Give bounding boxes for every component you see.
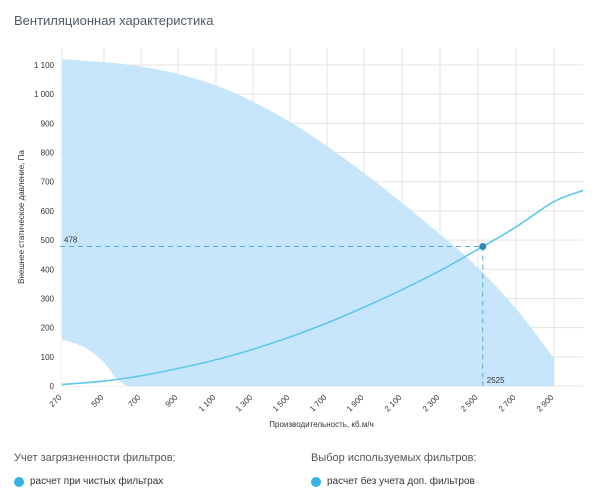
legend-left-option[interactable]: расчет при чистых фильтрах [14, 476, 176, 487]
system-curve-line [61, 189, 584, 386]
y-tick-label: 700 [41, 178, 55, 187]
operating-point-guides [60, 246, 484, 386]
x-tick-label: 700 [127, 393, 143, 409]
y-tick-label: 1 100 [34, 61, 55, 70]
x-tick-label: 2 900 [535, 393, 556, 414]
x-tick-label: 2 500 [459, 393, 480, 414]
legend-right-option-label: расчет без учета доп. фильтров [327, 476, 475, 487]
x-axis-ticks: 270 500 700 900 1 100 1 300 1 500 1 700 1 900 2 1… [48, 393, 556, 414]
y-axis-label: Внешнее статическое давление, Па [17, 150, 26, 284]
y-tick-label: 900 [41, 119, 55, 128]
x-tick-label: 1 900 [345, 393, 366, 414]
x-tick-label: 2 300 [421, 393, 442, 414]
operating-point[interactable] [479, 243, 487, 251]
x-tick-label: 900 [164, 393, 180, 409]
y-tick-label: 500 [41, 236, 55, 245]
y-axis-ticks: 0 100 200 300 400 500 600 700 800 900 1 000 1 100 [34, 61, 55, 391]
legend-left-title: Учет загрязненности фильтров: [14, 452, 176, 464]
chart-title: Вентиляционная характеристика [14, 13, 214, 28]
x-tick-label: 2 700 [497, 393, 518, 414]
x-tick-label: 270 [48, 393, 64, 409]
x-tick-label: 1 700 [308, 393, 329, 414]
y-tick-label: 1 000 [34, 90, 55, 99]
legend-left-option-label: расчет при чистых фильтрах [30, 476, 164, 487]
y-tick-label: 100 [41, 353, 55, 362]
y-tick-label: 200 [41, 324, 55, 333]
filter-contamination-legend: Учет загрязненности фильтров: расчет при… [14, 452, 176, 487]
x-tick-label: 1 500 [271, 393, 292, 414]
y-tick-label: 0 [50, 382, 55, 391]
operating-area [62, 59, 554, 386]
radio-dot-icon[interactable] [311, 476, 321, 487]
y-tick-label: 800 [41, 149, 55, 158]
y-tick-label: 300 [41, 294, 55, 303]
y-tick-label: 600 [41, 207, 55, 216]
legend-right-option[interactable]: расчет без учета доп. фильтров [311, 476, 477, 487]
x-tick-label: 1 100 [197, 393, 218, 414]
x-tick-label: 2 100 [383, 393, 404, 414]
x-axis-label: Производительность, кб.м/ч [269, 420, 373, 429]
radio-dot-icon[interactable] [14, 476, 24, 487]
filter-selection-legend: Выбор используемых фильтров: расчет без … [311, 452, 477, 487]
ventilation-chart: 478 2525 0 100 200 300 400 500 600 700 800 900 1 0… [17, 48, 584, 429]
x-tick-label: 1 300 [234, 393, 255, 414]
legend-right-title: Выбор используемых фильтров: [311, 452, 477, 464]
y-tick-label: 400 [41, 265, 55, 274]
operating-point-y-label: 478 [64, 236, 78, 245]
operating-area-cutout [62, 339, 127, 386]
x-tick-label: 500 [90, 393, 106, 409]
operating-point-x-label: 2525 [487, 376, 505, 385]
